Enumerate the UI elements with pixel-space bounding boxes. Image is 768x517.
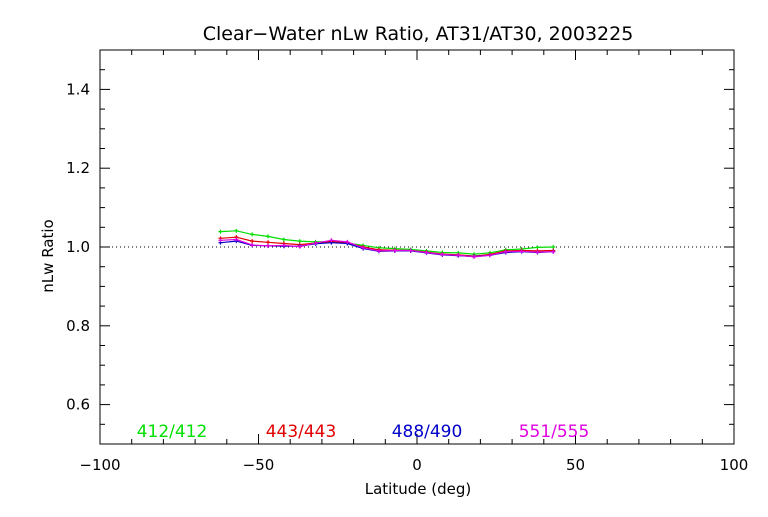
x-tick-label: −50: [243, 456, 275, 474]
data-point: [535, 245, 540, 250]
data-point: [424, 250, 429, 255]
data-point: [535, 250, 540, 255]
y-tick-label: 0.8: [66, 317, 90, 335]
data-point: [234, 237, 239, 242]
data-point: [297, 244, 302, 249]
data-point: [266, 234, 271, 239]
data-point: [376, 248, 381, 253]
y-tick-label: 1.0: [66, 238, 90, 256]
x-tick-label: 50: [566, 456, 585, 474]
data-point: [250, 243, 255, 248]
data-point: [345, 239, 350, 244]
data-point: [234, 228, 239, 233]
x-axis-title: Latitude (deg): [365, 480, 471, 498]
y-tick-label: 1.2: [66, 159, 90, 177]
series-line: [220, 236, 554, 257]
legend-entry: 443/443: [266, 422, 337, 442]
series-line: [220, 230, 554, 255]
data-point: [250, 239, 255, 244]
data-point: [472, 254, 477, 259]
series-551-555: [218, 237, 556, 259]
data-point: [440, 252, 445, 257]
legend-entry: 412/412: [137, 422, 208, 442]
x-tick-label: 0: [412, 456, 422, 474]
data-point: [266, 243, 271, 248]
x-tick-label: −100: [79, 456, 120, 474]
data-point: [218, 238, 223, 243]
data-point: [218, 229, 223, 234]
chart-title: Clear−Water nLw Ratio, AT31/AT30, 200322…: [203, 23, 634, 45]
y-tick-label: 1.4: [66, 80, 90, 98]
data-point: [487, 253, 492, 258]
x-axis: −100 −50 0 50 100: [79, 50, 748, 474]
data-point: [250, 232, 255, 237]
data-point: [503, 249, 508, 254]
data-point: [281, 237, 286, 242]
data-point: [551, 245, 556, 249]
x-tick-label: 100: [720, 456, 749, 474]
data-point: [281, 243, 286, 248]
data-point: [519, 249, 524, 254]
data-point: [266, 240, 271, 245]
data-point: [408, 248, 413, 253]
y-tick-label: 0.6: [66, 396, 90, 414]
legend-entry: 551/555: [519, 422, 590, 442]
y-axis-title: nLw Ratio: [39, 219, 57, 292]
data-point: [551, 249, 556, 254]
data-point: [456, 253, 461, 258]
y-axis: 0.6 0.8 1.0 1.2 1.4: [66, 69, 734, 425]
data-point: [329, 238, 334, 243]
series-line: [220, 238, 554, 258]
data-point: [392, 248, 397, 253]
data-point: [313, 241, 318, 246]
legend-entry: 488/490: [392, 422, 463, 442]
legend: 412/412 443/443 488/490 551/555: [137, 422, 590, 442]
data-point: [361, 245, 366, 250]
data-point: [297, 239, 302, 244]
series-layer: [218, 228, 556, 259]
